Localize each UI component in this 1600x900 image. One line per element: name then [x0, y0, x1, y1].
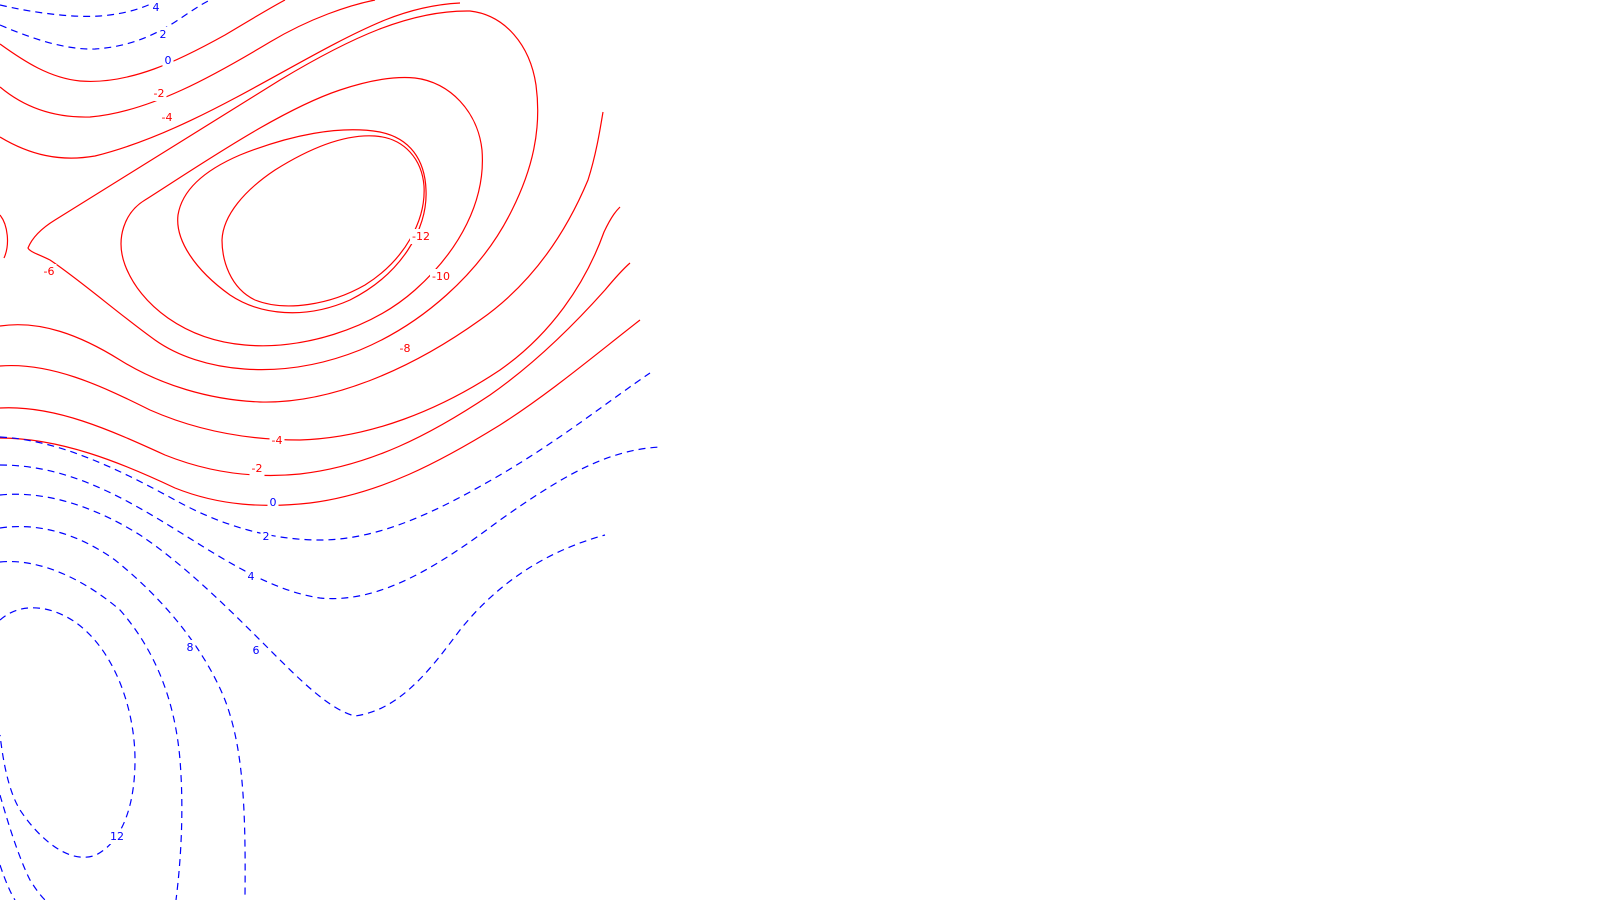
contour-line-2-lower — [0, 372, 651, 541]
contour-line-4-top — [0, 0, 159, 17]
contour-line-neg8 — [120, 76, 483, 347]
contour-line-neg6-left-lobe — [0, 214, 9, 259]
contour-label-background — [397, 341, 413, 356]
contour-line-2-lower — [0, 319, 641, 506]
contour-line-12-outer — [0, 794, 46, 900]
contour-line-6 — [0, 493, 606, 717]
contour-line-4-lower — [0, 446, 661, 600]
contour-line-neg4-top — [0, 2, 461, 159]
contour-label-background — [150, 0, 162, 15]
contour-label-background — [162, 53, 174, 68]
contour-label-2: 2 — [160, 28, 167, 41]
contour-label-6: 6 — [253, 644, 260, 657]
contour-label-background — [269, 433, 285, 448]
contour-label-background — [151, 86, 167, 101]
contour-line-0-lower — [0, 262, 631, 477]
contour-line-14-edge — [0, 864, 16, 900]
contour-label-0: 0 — [270, 496, 277, 509]
contour-label-background — [249, 461, 265, 476]
contour-label-neg4: -4 — [272, 434, 283, 447]
contour-label-12: 12 — [110, 830, 124, 843]
contour-label-neg12: -12 — [412, 230, 430, 243]
contour-label-background — [41, 264, 57, 279]
contour-label-background — [430, 269, 452, 284]
contour-line-2-top — [0, 0, 211, 50]
contour-label-neg2: -2 — [252, 462, 263, 475]
contour-label-neg10: -10 — [432, 270, 450, 283]
contour-label-neg4: -4 — [162, 111, 173, 124]
contour-label-background — [157, 27, 169, 42]
contour-label-background — [159, 110, 175, 125]
contour-label-background — [267, 495, 279, 510]
contour-label-background — [108, 829, 126, 844]
contour-line-12 — [0, 607, 136, 858]
contour-line-neg2-top — [0, 0, 376, 118]
contour-line-neg10 — [177, 129, 427, 314]
contour-label-0: 0 — [165, 54, 172, 67]
contour-label-background — [250, 643, 262, 658]
contour-line-neg12 — [221, 135, 425, 307]
contour-line-neg2-lower — [0, 206, 621, 441]
contour-label-neg2: -2 — [154, 87, 165, 100]
contour-line-neg6 — [27, 10, 539, 371]
contour-line-neg4-lower — [0, 111, 604, 403]
contour-label-background — [410, 229, 432, 244]
contour-label-neg8: -8 — [400, 342, 411, 355]
contour-label-2: 2 — [263, 530, 270, 543]
contour-lines-group — [0, 0, 661, 900]
contour-label-background — [260, 529, 272, 544]
contour-label-background — [245, 569, 257, 584]
contour-label-4: 4 — [248, 570, 255, 583]
contour-label-neg6: -6 — [44, 265, 55, 278]
contour-label-8: 8 — [187, 641, 194, 654]
contour-label-background — [184, 640, 196, 655]
contour-line-0-top — [0, 0, 286, 83]
contour-line-10 — [0, 560, 183, 900]
contour-label-4: 4 — [153, 1, 160, 14]
contour-labels-group: 4 2 0 -2 -4 -6 -12 -10 -8 -4 -2 0 2 4 8 6 12 — [41, 0, 452, 844]
